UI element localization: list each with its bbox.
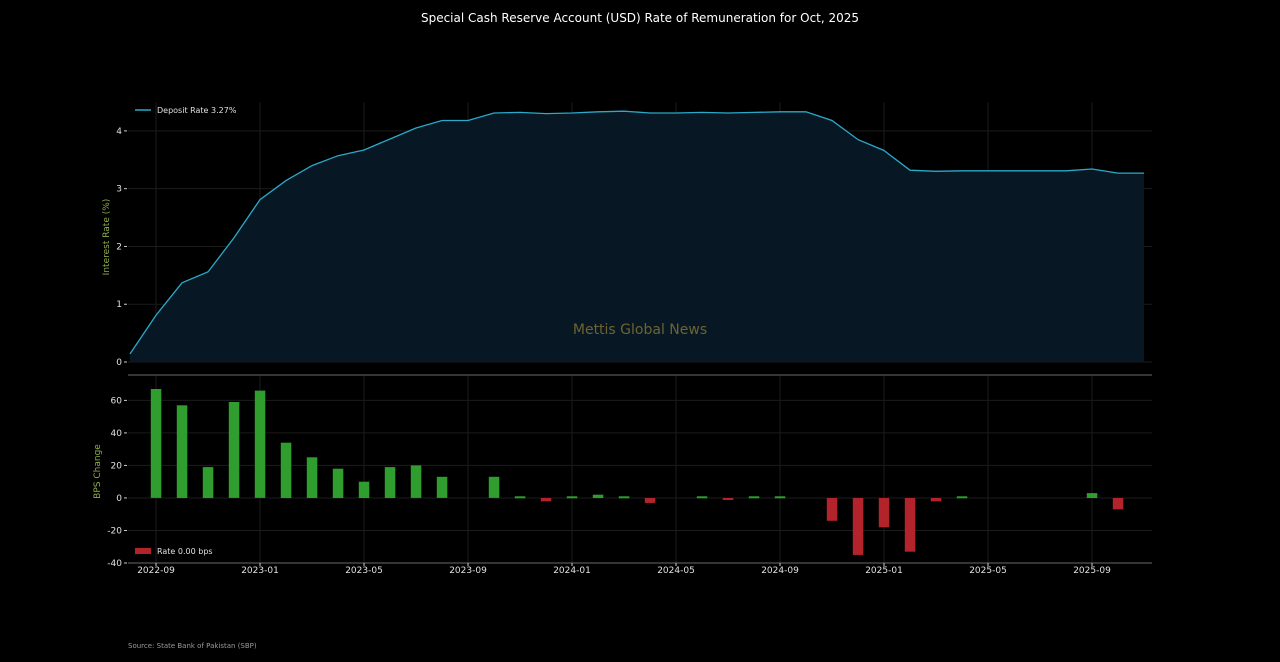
bps-bar xyxy=(592,494,604,498)
bps-bar xyxy=(878,498,890,528)
bps-bar xyxy=(1086,493,1098,498)
bps-bar xyxy=(748,496,760,499)
chart-title: Special Cash Reserve Account (USD) Rate … xyxy=(420,11,860,25)
y-tick-label: -40 xyxy=(107,559,122,569)
x-tick-label: 2022-09 xyxy=(137,566,175,576)
bps-bar xyxy=(852,498,864,555)
bps-bar xyxy=(176,405,188,498)
bps-bar xyxy=(280,442,292,498)
watermark: Mettis Global News xyxy=(573,322,707,338)
y-axis-label: BPS Change xyxy=(93,444,103,499)
y-tick-label: 2 xyxy=(116,242,122,252)
x-tick-label: 2023-09 xyxy=(449,566,487,576)
x-tick-label: 2023-05 xyxy=(345,566,383,576)
y-tick-label: 20 xyxy=(111,461,123,471)
legend-bar-swatch xyxy=(135,548,151,554)
bps-bar xyxy=(566,496,578,499)
y-axis-label: Interest Rate (%) xyxy=(102,199,112,276)
y-tick-label: 1 xyxy=(116,300,122,310)
bps-bar xyxy=(514,496,526,499)
bps-bar xyxy=(410,465,422,498)
bps-bar xyxy=(904,498,916,552)
bps-bar xyxy=(254,390,266,498)
bps-bar xyxy=(540,498,552,502)
bps-bar xyxy=(306,457,318,498)
bps-bar xyxy=(930,498,942,502)
bps-bar xyxy=(436,476,448,498)
bps-bar xyxy=(644,498,656,503)
deposit-rate-line xyxy=(129,110,1144,355)
y-tick-label: 4 xyxy=(116,127,122,137)
legend-label: Deposit Rate 3.27% xyxy=(157,106,237,115)
bps-bar xyxy=(1112,498,1124,510)
x-tick-label: 2025-05 xyxy=(969,566,1007,576)
x-tick-label: 2024-01 xyxy=(553,566,591,576)
bps-bar xyxy=(384,467,396,498)
bps-bar xyxy=(228,402,240,498)
y-tick-label: 0 xyxy=(116,494,122,504)
rate-area-panel: 0 1 2 3 4 Interest Rate (%) Deposit Rate 3.27% xyxy=(102,102,1152,376)
x-tick-label: 2025-09 xyxy=(1073,566,1111,576)
y-tick-label: 3 xyxy=(116,185,122,195)
bps-bar xyxy=(202,467,214,498)
source-note: Source: State Bank of Pakistan (SBP) xyxy=(128,642,257,650)
bps-bar xyxy=(774,496,786,499)
bps-bar xyxy=(150,389,162,498)
x-axis: 2022-09 2023-01 2023-05 2023-09 2024-01 2024-… xyxy=(137,563,1111,576)
bps-bar xyxy=(488,476,500,498)
x-tick-label: 2024-05 xyxy=(657,566,695,576)
legend-label: Rate 0.00 bps xyxy=(157,547,213,556)
bps-bar xyxy=(332,468,344,498)
y-tick-label: 40 xyxy=(111,429,123,439)
bps-bar-panel: -40 -20 0 20 40 60 BPS Change Rate 0.00 bps xyxy=(93,376,1152,569)
bps-bar xyxy=(722,498,734,500)
bps-bar xyxy=(696,496,708,499)
x-tick-label: 2023-01 xyxy=(241,566,279,576)
y-tick-label: 60 xyxy=(111,396,123,406)
x-tick-label: 2024-09 xyxy=(761,566,799,576)
rate-area-fill xyxy=(130,111,1144,362)
bps-bar xyxy=(956,496,968,499)
bps-bar xyxy=(618,496,630,499)
y-tick-label: -20 xyxy=(107,526,122,536)
bps-bar xyxy=(358,481,370,498)
x-tick-label: 2025-01 xyxy=(865,566,903,576)
y-tick-label: 0 xyxy=(116,358,122,368)
bps-bar xyxy=(826,498,838,521)
